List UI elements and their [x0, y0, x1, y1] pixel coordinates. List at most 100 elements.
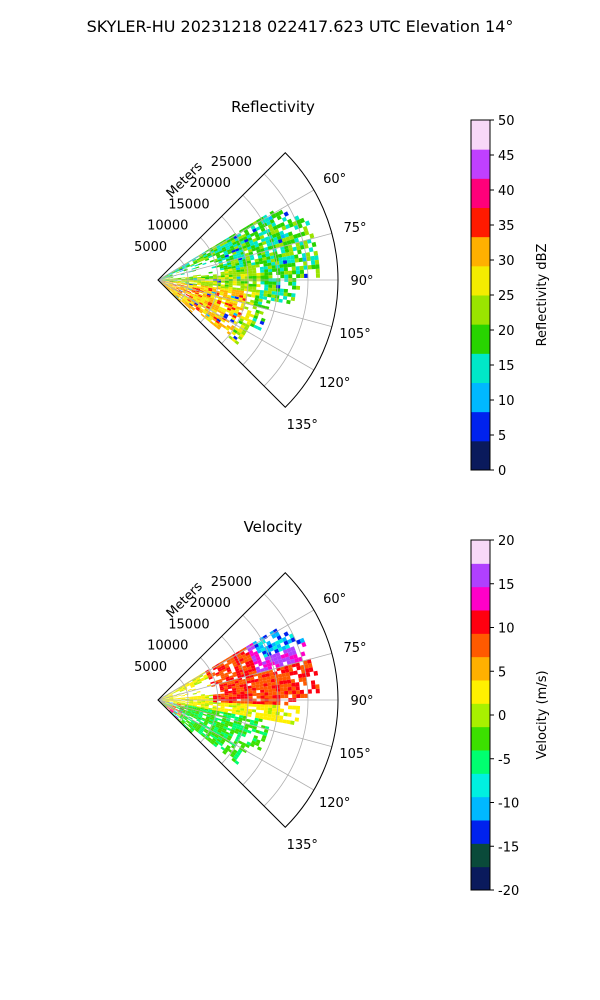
radar-gate: [302, 225, 308, 232]
radar-gate: [165, 278, 170, 280]
radar-gate: [263, 710, 268, 714]
radar-gate: [267, 268, 273, 273]
radar-gate: [212, 720, 218, 724]
radar-gate: [288, 690, 293, 695]
radar-gate: [174, 290, 179, 293]
radar-gate: [212, 737, 217, 742]
radar-gate: [189, 723, 193, 727]
radar-gate: [263, 246, 269, 252]
radar-gate: [209, 740, 215, 745]
radar-gate: [208, 276, 214, 278]
radar-gate: [272, 284, 277, 289]
radar-gate: [209, 280, 214, 283]
radar-gate: [197, 282, 202, 285]
radar-gate: [251, 667, 257, 672]
range-tick-label: 20000: [189, 176, 230, 191]
radar-gate: [273, 236, 278, 242]
radar-gate: [168, 285, 172, 288]
radar-gate: [236, 691, 241, 695]
radar-gate: [200, 275, 206, 277]
range-tick-label: 25000: [211, 575, 252, 590]
radar-gate: [161, 281, 165, 284]
radar-gate: [168, 703, 173, 706]
sector-frame: [157, 572, 339, 828]
radar-gate: [180, 273, 185, 276]
radar-gate: [208, 287, 213, 290]
radar-gate: [268, 692, 273, 696]
radar-gate: [288, 222, 294, 228]
angle-tick-label: 105°: [339, 747, 370, 762]
radar-gate: [183, 723, 187, 728]
radar-gate: [241, 733, 247, 738]
radar-gate: [192, 286, 197, 289]
radar-gate: [169, 276, 174, 278]
radar-gate: [182, 710, 187, 714]
radar-gate: [193, 680, 198, 684]
radar-gate: [234, 730, 239, 735]
radar-gate: [255, 236, 261, 241]
radar-gate: [198, 713, 203, 717]
radar-gate: [169, 702, 174, 704]
radar-gate: [248, 251, 254, 256]
radar-gate: [299, 269, 305, 275]
radar-gate: [168, 694, 173, 697]
radar-gate: [220, 697, 225, 700]
radar-gate: [200, 695, 206, 697]
radar-gate: [220, 284, 225, 287]
radar-gate: [165, 281, 170, 283]
radar-gate: [163, 284, 168, 288]
radar-gate: [238, 714, 244, 719]
radar-gate: [255, 295, 260, 299]
radar-gate: [180, 294, 185, 298]
radar-gate: [177, 697, 182, 699]
radar-gate: [203, 674, 208, 678]
radar-gate: [224, 286, 229, 289]
colorbar-label: Reflectivity dBZ: [535, 244, 550, 347]
radar-gate: [168, 703, 173, 706]
radar-gate: [167, 706, 171, 710]
radar-gate: [164, 275, 169, 278]
radar-gate: [282, 719, 287, 724]
radar-gate: [191, 710, 196, 713]
radar-gate: [178, 289, 183, 293]
radar-gate: [179, 296, 184, 300]
radar-gate: [283, 683, 288, 688]
radar-gate: [177, 712, 181, 716]
radar-gate: [251, 247, 257, 252]
radar-gate: [182, 291, 187, 294]
radar-gate: [278, 677, 283, 682]
radar-gate: [255, 264, 260, 268]
radar-gate: [240, 689, 245, 692]
radar-gate: [204, 314, 209, 319]
radar-gate: [193, 303, 198, 307]
radar-gate: [171, 691, 176, 694]
radar-gate: [212, 286, 217, 290]
radar-gate: [210, 294, 215, 298]
radar-gate: [245, 314, 250, 319]
radar-gate: [190, 685, 195, 688]
radar-gate: [215, 303, 221, 307]
radar-gate: [182, 266, 187, 270]
radar-gate: [181, 277, 186, 279]
radar-gate: [285, 656, 291, 662]
radar-gate: [281, 645, 287, 651]
radar-gate: [169, 278, 174, 280]
radar-gate: [209, 277, 214, 280]
radar-gate: [196, 677, 201, 681]
radar-gate: [192, 725, 197, 729]
radar-gate: [163, 284, 167, 288]
radar-gate: [204, 298, 210, 302]
radar-gate: [283, 631, 289, 637]
radar-gate: [274, 228, 280, 234]
radar-gate: [304, 693, 309, 698]
radar-gate: [173, 701, 178, 703]
radar-gate: [231, 263, 236, 267]
radar-gate: [288, 281, 293, 286]
radar-gate: [196, 287, 201, 289]
radar-gate: [258, 260, 264, 265]
radar-gate: [189, 277, 194, 279]
radar-gate: [221, 309, 226, 314]
radar-gate: [278, 715, 284, 720]
radar-gate: [219, 724, 224, 728]
radar-gate: [239, 710, 245, 714]
